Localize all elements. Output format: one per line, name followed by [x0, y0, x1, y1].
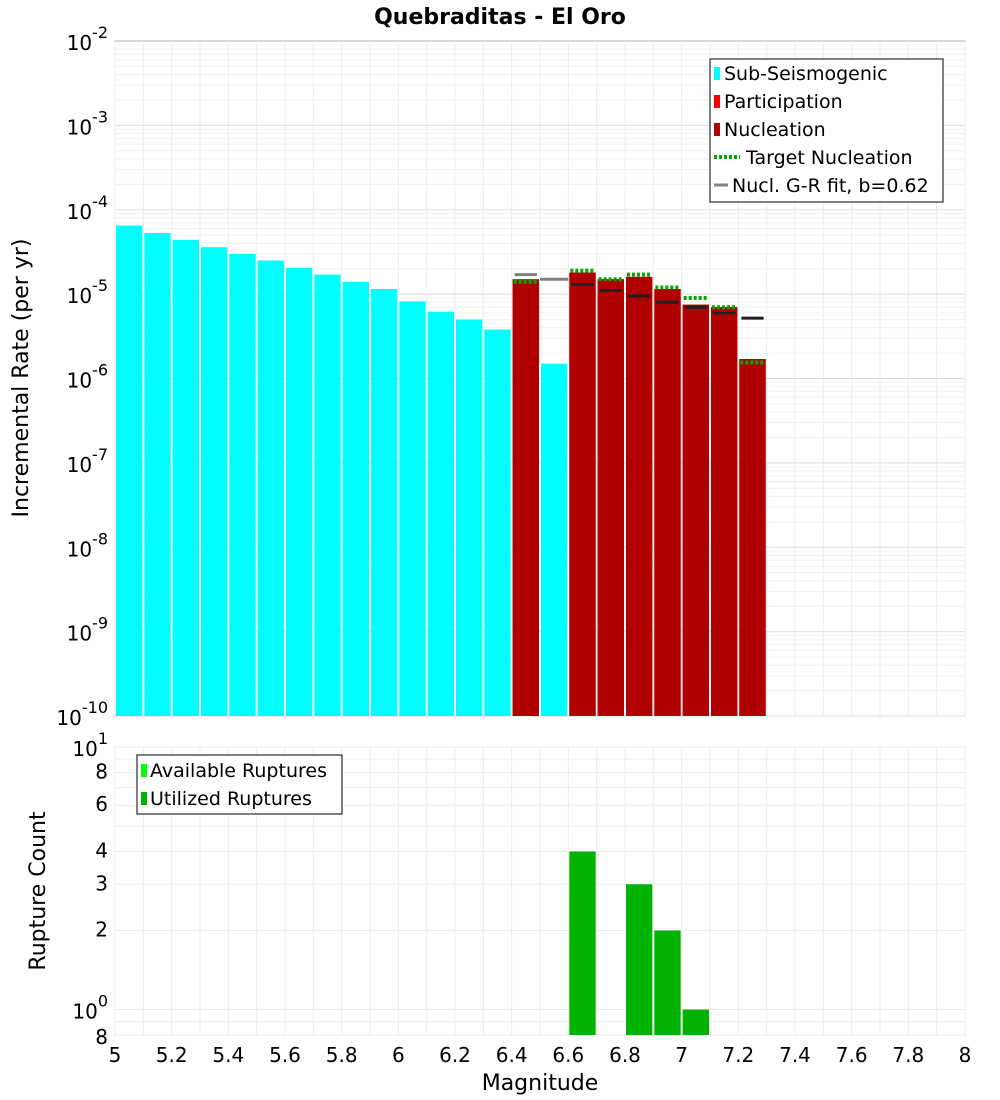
x-tick-label: 7.6: [836, 1043, 868, 1067]
x-tick-label: 7.2: [722, 1043, 754, 1067]
x-tick-label: 5: [109, 1043, 122, 1067]
rupture-y-axis-label: Rupture Count: [26, 811, 51, 971]
legend-label-nucleation: Nucleation: [724, 119, 826, 141]
legend-swatch-participation: [714, 95, 720, 108]
legend-label-target-nucleation: Target Nucleation: [745, 147, 913, 169]
rupture-legend-box: [136, 754, 343, 815]
nucleation-bar: [711, 307, 738, 716]
rupture-y-tick-label: 2: [95, 918, 108, 942]
chart-title: Quebraditas - El Oro: [374, 5, 626, 30]
rate-y-tick-label: 10-8: [67, 529, 108, 561]
rate-y-tick-label: 10-2: [67, 23, 108, 55]
rupture-y-tick-label: 6: [95, 792, 108, 816]
rupture-y-tick-label: 8: [95, 1025, 108, 1049]
x-tick-label: 5.6: [269, 1043, 301, 1067]
sub-seismogenic-bar: [314, 274, 341, 716]
rate-y-tick-label: 10-7: [67, 445, 108, 477]
sub-seismogenic-bar: [342, 281, 369, 716]
legend-label-utilized-ruptures: Utilized Ruptures: [150, 788, 312, 810]
nucleation-bar: [654, 289, 681, 716]
rupture-y-tick-label: 101: [72, 729, 108, 761]
legend-swatch-utilized-ruptures: [141, 792, 147, 805]
utilized-ruptures-bar: [626, 884, 653, 1035]
rate-y-tick-label: 10-5: [67, 276, 108, 308]
legend-label-available-ruptures: Available Ruptures: [150, 760, 327, 782]
rate-legend: Sub-Seismogenic Participation Nucleation…: [709, 58, 944, 203]
nucleation-bar: [626, 276, 653, 716]
x-tick-label: 5.8: [326, 1043, 358, 1067]
rupture-y-tick-label: 4: [95, 838, 108, 862]
rate-y-tick-label: 10-9: [67, 614, 108, 646]
sub-seismogenic-bar: [456, 319, 483, 716]
nucleation-bar: [682, 304, 709, 716]
sub-seismogenic-bar: [399, 301, 426, 716]
rate-bars: [116, 225, 766, 716]
rate-y-axis-label: Incremental Rate (per yr): [9, 239, 34, 518]
legend-label-sub-seismogenic: Sub-Seismogenic: [724, 63, 888, 85]
x-tick-label: 6.4: [496, 1043, 528, 1067]
x-tick-label: 6.8: [609, 1043, 641, 1067]
rate-y-tick-label: 10-6: [67, 361, 108, 393]
x-tick-label: 6.6: [552, 1043, 584, 1067]
utilized-ruptures-bar: [569, 851, 596, 1035]
utilized-ruptures-bar: [654, 930, 681, 1035]
x-tick-label: 5.4: [212, 1043, 244, 1067]
rate-legend-box: [709, 58, 944, 203]
sub-seismogenic-bar: [201, 247, 228, 716]
sub-seismogenic-bar: [427, 311, 454, 716]
rupture-y-tick-label: 3: [95, 871, 108, 895]
legend-swatch-available-ruptures: [141, 764, 147, 777]
rate-y-ticks: 10-2 10-3 10-4 10-5 10-6 10-7 10-8 10-9 10-10: [56, 23, 108, 730]
x-tick-label: 6.2: [439, 1043, 471, 1067]
sub-seismogenic-bar: [371, 289, 398, 716]
x-axis-ticks: 5 5.2 5.4 5.6 5.8 6 6.2 6.4 6.6 6.8 7 7.2 7.4 7.6 7.8 8: [109, 1043, 972, 1067]
sub-seismogenic-bar: [144, 233, 171, 716]
nucleation-bar: [512, 279, 539, 716]
sub-seismogenic-bar: [484, 329, 511, 716]
legend-swatch-sub-seismogenic: [714, 67, 720, 80]
nucleation-bar: [739, 359, 766, 716]
nucleation-bar: [569, 272, 596, 716]
rate-y-tick-label: 10-4: [67, 192, 108, 224]
sub-seismogenic-bar: [229, 253, 256, 716]
rupture-grid: [114, 746, 966, 1036]
rate-panel: 10-2 10-3 10-4 10-5 10-6 10-7 10-8 10-9 10-10 In…: [9, 23, 966, 730]
x-tick-label: 8: [959, 1043, 972, 1067]
x-tick-label: 7: [675, 1043, 688, 1067]
rate-y-tick-label: 10-10: [56, 698, 108, 730]
nucleation-bar: [597, 279, 624, 716]
sub-seismogenic-bar: [172, 239, 199, 716]
sub-seismogenic-bar: [116, 225, 143, 716]
legend-label-participation: Participation: [724, 91, 843, 113]
x-tick-label: 7.4: [779, 1043, 811, 1067]
utilized-ruptures-bar: [682, 1009, 709, 1035]
x-tick-label: 5.2: [156, 1043, 188, 1067]
rupture-legend: Available Ruptures Utilized Ruptures: [136, 754, 343, 815]
x-axis-label: Magnitude: [482, 1071, 599, 1096]
rupture-y-tick-label: 8: [95, 759, 108, 783]
x-tick-label: 6: [392, 1043, 405, 1067]
rate-y-tick-label: 10-3: [67, 107, 108, 139]
sub-seismogenic-bar: [541, 363, 568, 716]
sub-seismogenic-bar: [257, 260, 284, 716]
rupture-y-tick-label: 100: [72, 992, 108, 1024]
legend-swatch-nucleation: [714, 123, 720, 136]
x-tick-label: 7.8: [892, 1043, 924, 1067]
sub-seismogenic-bar: [286, 267, 313, 716]
legend-label-gr-fit: Nucl. G-R fit, b=0.62: [732, 175, 929, 197]
rupture-bars: [569, 851, 709, 1035]
